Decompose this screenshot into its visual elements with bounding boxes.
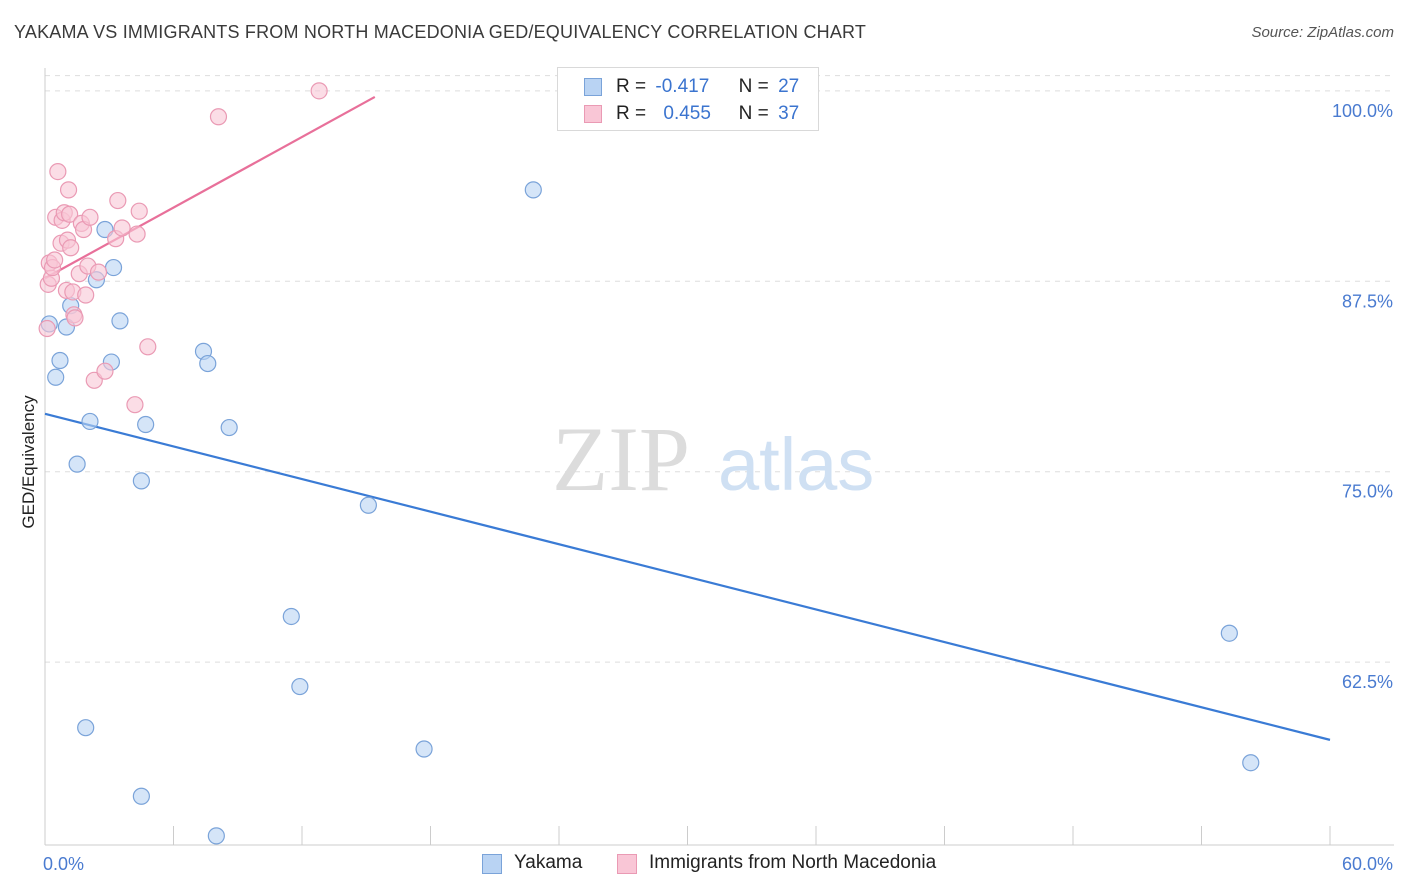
point-macedonia bbox=[59, 181, 78, 199]
trend-line-yakama bbox=[44, 412, 1331, 741]
point-yakama bbox=[199, 354, 217, 373]
y-tick-label: 87.5% bbox=[1342, 291, 1393, 311]
x-tick-label-min: 0.0% bbox=[43, 854, 84, 874]
legend-n-label-1: N = bbox=[738, 76, 769, 97]
watermark-atlas: atlas bbox=[718, 423, 874, 506]
data-points bbox=[38, 82, 1260, 845]
point-macedonia bbox=[81, 208, 99, 226]
point-macedonia bbox=[209, 108, 228, 126]
bottom-legend-swatch-pink bbox=[617, 854, 637, 874]
point-macedonia bbox=[310, 82, 328, 100]
point-yakama bbox=[359, 496, 377, 514]
legend-r-label-2: R = bbox=[616, 103, 647, 124]
legend: R = -0.417 N = 27 R = 0.455 N = 37 bbox=[557, 67, 819, 131]
point-macedonia bbox=[49, 163, 67, 181]
watermark-zip: ZIP bbox=[552, 408, 690, 510]
point-yakama bbox=[1242, 754, 1260, 772]
point-yakama bbox=[111, 312, 129, 330]
point-yakama bbox=[132, 787, 150, 805]
legend-n-label-2: N = bbox=[738, 103, 769, 124]
axes bbox=[44, 68, 1394, 846]
point-macedonia bbox=[38, 319, 56, 338]
legend-n-value-1: 27 bbox=[778, 76, 800, 97]
trend-lines bbox=[44, 95, 1331, 741]
legend-swatch-blue bbox=[584, 78, 602, 96]
point-yakama bbox=[291, 677, 309, 696]
source-label: Source: ZipAtlas.com bbox=[1251, 24, 1394, 41]
point-yakama bbox=[132, 472, 150, 490]
point-yakama bbox=[81, 412, 99, 431]
point-yakama bbox=[137, 415, 155, 434]
point-macedonia bbox=[130, 202, 148, 220]
gridlines bbox=[45, 75, 1394, 663]
point-yakama bbox=[104, 258, 123, 277]
tick-labels: 62.5% 75.0% 87.5% 100.0% 0.0% 60.0% bbox=[43, 101, 1393, 874]
point-yakama bbox=[220, 418, 238, 437]
y-axis-label: GED/Equivalency bbox=[19, 395, 38, 529]
point-yakama bbox=[415, 740, 433, 758]
point-yakama bbox=[77, 719, 95, 737]
bottom-legend-swatch-blue bbox=[482, 854, 502, 874]
point-yakama bbox=[282, 607, 300, 626]
trend-line-macedonia bbox=[44, 95, 376, 280]
point-macedonia bbox=[66, 309, 84, 327]
point-macedonia bbox=[113, 219, 131, 237]
point-yakama bbox=[207, 827, 225, 845]
point-yakama bbox=[524, 181, 542, 199]
point-yakama bbox=[51, 351, 69, 370]
point-macedonia bbox=[139, 338, 157, 356]
point-macedonia bbox=[96, 362, 114, 380]
point-yakama bbox=[68, 455, 86, 473]
legend-n-value-2: 37 bbox=[778, 103, 800, 124]
legend-r-label-1: R = bbox=[616, 76, 647, 97]
point-macedonia bbox=[61, 205, 79, 223]
point-macedonia bbox=[46, 251, 64, 269]
x-tick-label-max: 60.0% bbox=[1342, 854, 1393, 874]
point-macedonia bbox=[62, 239, 80, 257]
point-macedonia bbox=[89, 263, 108, 281]
point-macedonia bbox=[109, 191, 127, 210]
point-yakama bbox=[1220, 624, 1238, 642]
y-tick-label: 100.0% bbox=[1332, 101, 1393, 121]
bottom-legend-label-yakama: Yakama bbox=[514, 852, 583, 873]
point-yakama bbox=[47, 368, 65, 386]
point-macedonia bbox=[128, 225, 146, 243]
chart-title: YAKAMA VS IMMIGRANTS FROM NORTH MACEDONI… bbox=[14, 22, 867, 42]
legend-r-value-2: 0.455 bbox=[663, 103, 711, 124]
point-macedonia bbox=[126, 396, 144, 414]
y-tick-label: 62.5% bbox=[1342, 672, 1393, 692]
legend-swatch-pink bbox=[584, 105, 602, 123]
y-tick-label: 75.0% bbox=[1342, 482, 1393, 502]
bottom-legend-label-macedonia: Immigrants from North Macedonia bbox=[649, 852, 937, 873]
point-macedonia bbox=[77, 286, 95, 304]
legend-r-value-1: -0.417 bbox=[655, 76, 710, 97]
